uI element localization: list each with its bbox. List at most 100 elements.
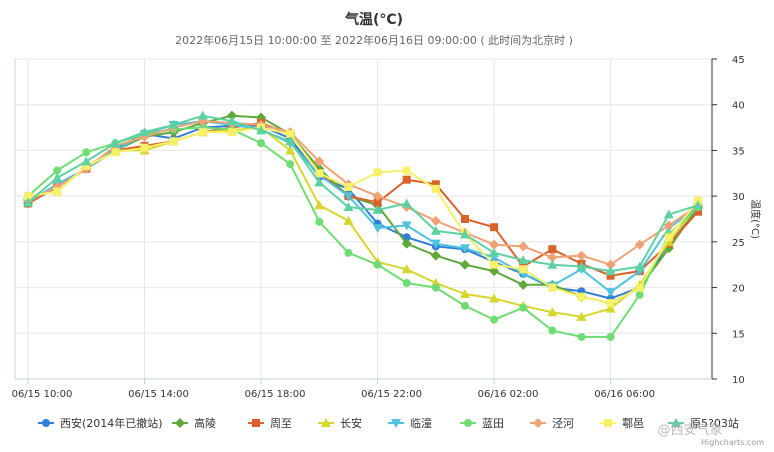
data-point [401,238,412,249]
data-point [518,255,529,265]
data-point [431,184,440,193]
legend-label: 蓝田 [482,417,504,430]
data-point [285,145,296,155]
credit-text[interactable]: Highcharts.com [701,438,764,447]
data-point [227,128,236,137]
data-point [634,261,645,271]
legend-item[interactable]: 西安(2014年已撤站) [38,416,163,430]
series-line [27,120,699,266]
data-point [23,197,33,207]
data-point [372,204,383,214]
legend-item[interactable]: 泾河 [530,417,574,430]
data-point [343,192,354,202]
data-point [548,283,557,292]
legend-item[interactable]: 蓝田 [460,417,504,430]
data-point [257,139,266,148]
data-point [226,110,237,121]
data-point [605,288,616,298]
data-point [576,311,587,321]
legend-item[interactable]: 临潼 [388,416,432,430]
legend-label: 西安(2014年已撤站) [60,416,163,430]
legend-marker [464,419,472,427]
data-point [373,198,382,207]
legend-item[interactable]: 鄠邑 [600,417,644,430]
legend[interactable]: 西安(2014年已撤站) 高陵 周至 长安 临潼 蓝田 泾河 鄠邑 原5?03站 [38,416,739,430]
data-point [606,332,615,341]
data-point [547,307,558,317]
data-point [576,250,587,261]
data-point [314,156,325,167]
data-point [460,215,469,223]
legend-marker [604,419,612,427]
legend-label: 周至 [270,417,292,430]
data-point [518,279,529,290]
x-axis: 06/15 10:00 06/15 14:00 06/15 18:00 06/15 2… [12,378,712,400]
data-point [519,303,528,312]
data-point [373,168,382,177]
data-point [344,183,353,191]
legend-item[interactable]: 高陵 [172,416,216,430]
data-point [373,260,382,269]
data-point [315,217,324,226]
data-point [53,187,62,196]
legend-label: 鄠邑 [622,417,644,430]
x-tick-label: 06/15 14:00 [128,389,189,400]
plot-area [14,58,713,380]
y-tick-label: 25 [732,238,745,249]
data-point [548,245,557,254]
data-point [402,279,411,287]
data-point [430,239,441,249]
data-point [664,233,673,242]
data-point [343,202,354,212]
data-point [605,266,616,276]
data-point [490,260,499,269]
y-tick-label: 15 [732,329,745,340]
x-tick-label: 06/16 02:00 [478,389,539,400]
data-point [459,244,470,254]
data-point [344,248,353,257]
x-tick-label: 06/15 10:00 [12,389,73,400]
legend-marker [671,418,681,427]
legend-item[interactable]: 长安 [318,416,362,430]
data-point [605,259,616,270]
legend-marker [321,418,331,427]
data-point [110,138,121,148]
series-line [27,126,699,318]
data-point [663,209,674,219]
data-point [198,128,207,137]
data-point [111,148,120,157]
legend-item[interactable]: 周至 [248,417,292,430]
x-tick-label: 06/15 22:00 [361,389,422,400]
data-point [402,233,411,242]
data-point [285,136,296,146]
legend-label: 泾河 [552,417,574,430]
data-point [82,148,91,157]
data-point [53,166,62,175]
data-point [577,332,586,341]
series-9 [23,110,703,276]
y-tick-label: 10 [732,375,745,386]
data-point [314,200,325,210]
x-tick-label: 06/15 18:00 [245,389,306,400]
data-point [459,229,470,239]
data-point [489,293,500,303]
series-8 [24,123,702,308]
data-point [693,200,703,210]
series-line [27,122,699,277]
data-point [431,180,440,189]
data-point [518,241,529,252]
data-point [140,143,149,152]
y-tick-label: 35 [732,146,745,157]
series-line [27,126,699,338]
legend-item[interactable]: 原5?03站 [668,416,739,430]
data-point [663,220,674,231]
data-point [489,247,500,257]
y-tick-label: 45 [732,55,745,66]
data-point [315,169,324,178]
legend-label: 长安 [340,416,362,430]
y-tick-label: 40 [732,101,745,112]
data-point [577,292,586,301]
legend-label: 临潼 [410,416,432,430]
data-point [372,224,383,234]
